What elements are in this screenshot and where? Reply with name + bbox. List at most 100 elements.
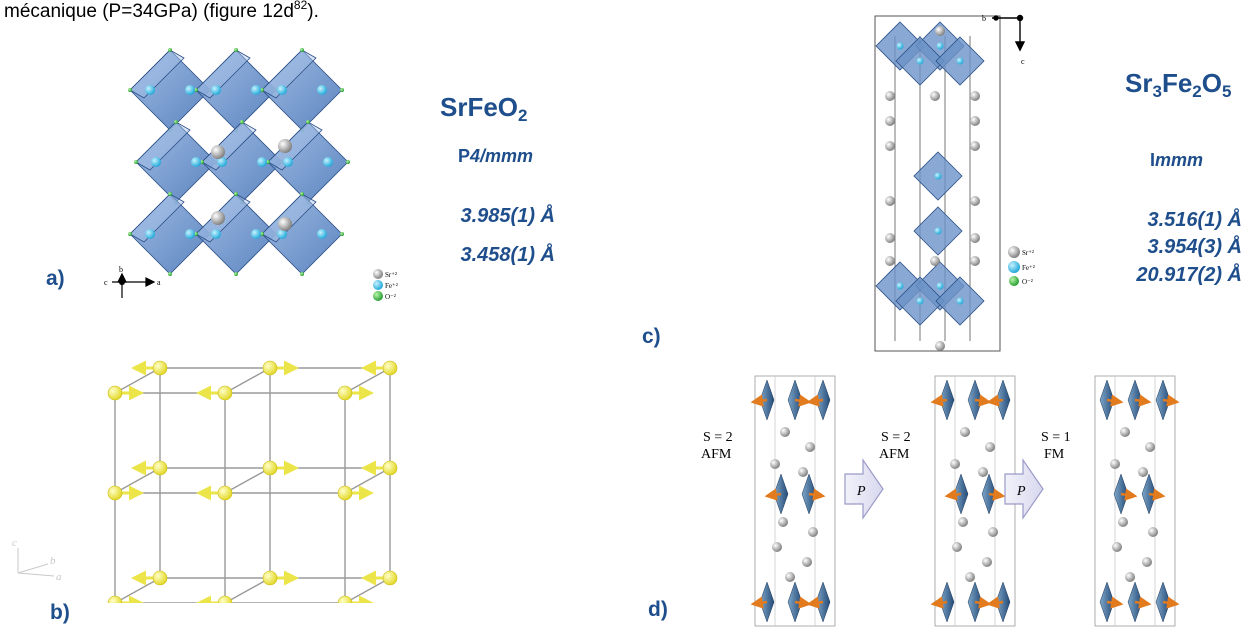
spin-arrow [750,394,768,407]
fe-atom [217,157,227,167]
spin-arrow [986,596,1004,609]
svg-text:P: P [856,484,866,499]
spin-arrow [1162,394,1180,407]
o-atom [306,120,310,124]
sr-atom [808,527,818,537]
sr-atom [970,91,980,101]
o-atom [168,48,172,52]
o-atom [194,232,198,236]
sr-atom [278,139,292,153]
sr-atom [1118,517,1128,527]
sr-atom [952,542,962,552]
sr-atom [930,91,940,101]
sr-atom [1125,572,1135,582]
sr-atom [970,233,980,243]
o-atom [340,88,344,92]
sr-atom [970,256,980,266]
spin-site [152,360,168,376]
spin-site [337,595,353,603]
sr-atom [885,91,895,101]
legend-fe: Fe⁺² [385,282,398,290]
sr-atom [1138,467,1148,477]
spin-arrow [806,394,824,407]
fe-atom [145,229,155,239]
spin-site [107,595,123,603]
spin-arrow [764,488,782,501]
fe-atom [317,85,327,95]
fe-atom [934,227,942,235]
o-atom [200,160,204,164]
o-atom [260,88,264,92]
sr-atom [970,141,980,151]
fe-atom [211,85,221,95]
svg-text:b: b [982,14,986,23]
fe-atom [251,229,261,239]
lattice-param-c: 3.458(1) Å [460,244,556,266]
pressure-arrow-1: P [844,458,884,520]
o-atom [266,160,270,164]
unit-cell [754,375,836,627]
state-1-spin: S = 2 [703,430,733,445]
o-atom [174,120,178,124]
axis-triad-c: b c [982,14,1026,66]
fe-atom [185,85,195,95]
sr-atom [211,211,225,225]
lattice-param-a: 3.985(1) Å [460,205,556,227]
fe-atom [956,297,964,305]
lattice-param-c-b: 3.954(3) Å [1147,236,1243,258]
fe-atom [277,85,287,95]
spin-site [337,385,353,401]
spin-arrow [750,596,768,609]
sr-atom [958,517,968,527]
lattice-bond [224,367,271,394]
fe-atom [277,229,287,239]
spin-site [152,570,168,586]
sr-atom [970,196,980,206]
legend-a: Sr⁺² Fe⁺² O⁻² [373,269,398,301]
fe-atom [283,157,293,167]
fe-atom [211,229,221,239]
svg-text:b: b [50,555,56,567]
fe-atom [257,157,267,167]
space-group-c: Immm [1150,150,1204,170]
spin-arrow [930,596,948,609]
sr-atom [772,542,782,552]
spin-arrow [1134,394,1152,407]
svg-text:Sr⁺²: Sr⁺² [1022,249,1034,257]
o-atom [260,232,264,236]
fe-atom [896,282,904,290]
formula-sr3fe2o5: Sr3Fe2O5 [1125,68,1232,101]
sr-atom [1142,557,1152,567]
spin-site [337,485,353,501]
svg-text:Fe⁺²: Fe⁺² [1022,264,1035,272]
spin-arrow [1148,488,1166,501]
spin-site [217,385,233,401]
sr-atom [780,427,790,437]
lattice-bond [114,367,161,394]
sr-atom [982,557,992,567]
spin-arrow [1120,488,1138,501]
pressure-spin-transition-image: S = 2 AFM S = 2 AFM S = 1 FM P P [701,375,1180,627]
svg-text:a: a [56,571,62,583]
fe-atom [185,229,195,239]
legend-o: O⁻² [385,293,396,301]
spin-arrow [1106,596,1124,609]
spin-site [262,570,278,586]
sr-atom [1110,459,1120,469]
spin-site [107,485,123,501]
o-atom [340,232,344,236]
spin-site [217,485,233,501]
panel-label-d: d) [648,598,668,621]
intro-sentence: mécanique (P=34GPa) (figure 12d82). [4,0,319,22]
o-atom [234,192,238,196]
svg-text:a: a [157,278,161,287]
lattice-bond [114,467,161,494]
sr-atom [1120,427,1130,437]
svg-text:b: b [119,265,123,274]
o-atom [300,192,304,196]
state-1-order: AFM [701,447,732,462]
state-2-spin: S = 2 [881,430,911,445]
fe-atom [916,297,924,305]
o-atom [234,272,238,276]
fe-atom [934,172,942,180]
